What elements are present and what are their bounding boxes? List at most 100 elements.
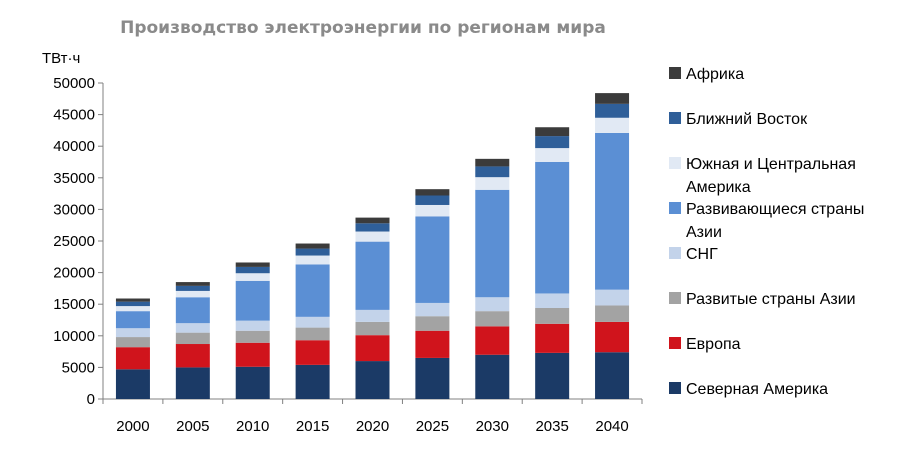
bar-segment xyxy=(415,357,450,399)
bar-segment xyxy=(295,316,330,328)
bar-segment xyxy=(595,132,630,290)
y-tick-label: 15000 xyxy=(53,296,95,313)
legend-label: Африка xyxy=(686,66,744,83)
y-tick-label: 20000 xyxy=(53,265,95,282)
bar-segment xyxy=(175,285,210,291)
bar-segment xyxy=(235,342,270,367)
bar-segment xyxy=(415,316,450,331)
bar-segment xyxy=(355,217,390,224)
bar-segment xyxy=(235,273,270,281)
bar-segment xyxy=(595,93,630,104)
bar-segment xyxy=(355,321,390,336)
bar-segment xyxy=(415,216,450,303)
bar-segment xyxy=(115,328,150,338)
bar-segment xyxy=(475,166,510,178)
bar-segment xyxy=(475,189,510,298)
bar-segment xyxy=(475,326,510,355)
legend-label: Ближний Восток xyxy=(686,111,808,128)
bar-segment xyxy=(175,367,210,399)
bar-segment xyxy=(115,301,150,307)
bar-segment xyxy=(355,231,390,242)
legend-label: Северная Америка xyxy=(686,381,828,398)
y-tick-label: 40000 xyxy=(53,138,95,155)
legend-swatch xyxy=(669,112,681,124)
legend-label: Европа xyxy=(686,336,741,353)
bar-segment xyxy=(415,330,450,358)
bar-segment xyxy=(115,311,150,329)
bar-segment xyxy=(295,340,330,365)
legend-label: Развитые страны Азии xyxy=(686,291,856,308)
y-tick-label: 50000 xyxy=(53,75,95,92)
bar-segment xyxy=(295,255,330,265)
bar-segment xyxy=(295,327,330,341)
bar-segment xyxy=(115,347,150,370)
x-tick-label: 2005 xyxy=(176,418,209,435)
bar-segment xyxy=(175,344,210,368)
bar-segment xyxy=(355,335,390,362)
bar-segment xyxy=(235,366,270,399)
bar-segment xyxy=(535,136,570,149)
bar-segment xyxy=(595,117,630,133)
chart-title: Производство электроэнергии по регионам … xyxy=(120,18,606,38)
bar-segment xyxy=(475,297,510,312)
y-tick-label: 25000 xyxy=(53,233,95,250)
bar-segment xyxy=(415,195,450,205)
bar-segment xyxy=(175,332,210,345)
bar-segment xyxy=(535,162,570,294)
bar-segment xyxy=(235,320,270,331)
legend-label: Развивающиеся страны Азии xyxy=(686,201,864,241)
bar-segment xyxy=(295,248,330,256)
legend-label: Южная и Центральная Америка xyxy=(686,156,856,196)
bar-segment xyxy=(535,127,570,137)
legend-swatch xyxy=(669,247,681,259)
bar-segment xyxy=(175,290,210,298)
y-axis-label: ТВт·ч xyxy=(42,50,80,67)
legend-swatch xyxy=(669,67,681,79)
bars xyxy=(115,93,630,399)
bar-segment xyxy=(415,204,450,217)
bar-segment xyxy=(355,309,390,322)
x-tick-label: 2015 xyxy=(296,418,329,435)
y-tick-label: 0 xyxy=(87,391,95,408)
legend-swatch xyxy=(669,292,681,304)
bar-segment xyxy=(235,266,270,274)
bar-segment xyxy=(295,364,330,399)
y-tick-label: 45000 xyxy=(53,107,95,124)
bar-segment xyxy=(595,289,630,306)
bar-segment xyxy=(595,103,630,118)
bar-segment xyxy=(595,321,630,353)
bar-segment xyxy=(355,361,390,399)
bar-segment xyxy=(175,323,210,333)
bar-segment xyxy=(535,323,570,353)
legend-swatch xyxy=(669,337,681,349)
bar-segment xyxy=(295,264,330,317)
bar-segment xyxy=(535,293,570,308)
legend-label: СНГ xyxy=(686,246,718,263)
x-tick-label: 2000 xyxy=(116,418,149,435)
bar-segment xyxy=(115,337,150,348)
bar-segment xyxy=(475,311,510,327)
x-tick-label: 2010 xyxy=(236,418,269,435)
bar-segment xyxy=(115,298,150,302)
bar-segment xyxy=(415,302,450,317)
bar-segment xyxy=(535,148,570,162)
bar-segment xyxy=(595,305,630,322)
bar-segment xyxy=(355,223,390,232)
bar-segment xyxy=(235,262,270,267)
bar-segment xyxy=(535,307,570,324)
bar-segment xyxy=(175,297,210,324)
bar-segment xyxy=(295,243,330,249)
bar-segment xyxy=(175,282,210,286)
bar-segment xyxy=(115,306,150,312)
y-tick-label: 10000 xyxy=(53,328,95,345)
x-tick-label: 2040 xyxy=(595,418,628,435)
y-tick-label: 35000 xyxy=(53,170,95,187)
bar-segment xyxy=(235,330,270,343)
x-tick-label: 2025 xyxy=(416,418,449,435)
y-axis: 0 5000 10000 15000 20000 25000 30000 35000 40000… xyxy=(53,75,104,408)
bar-segment xyxy=(475,158,510,167)
x-tick-label: 2030 xyxy=(476,418,509,435)
y-tick-label: 5000 xyxy=(62,359,95,376)
